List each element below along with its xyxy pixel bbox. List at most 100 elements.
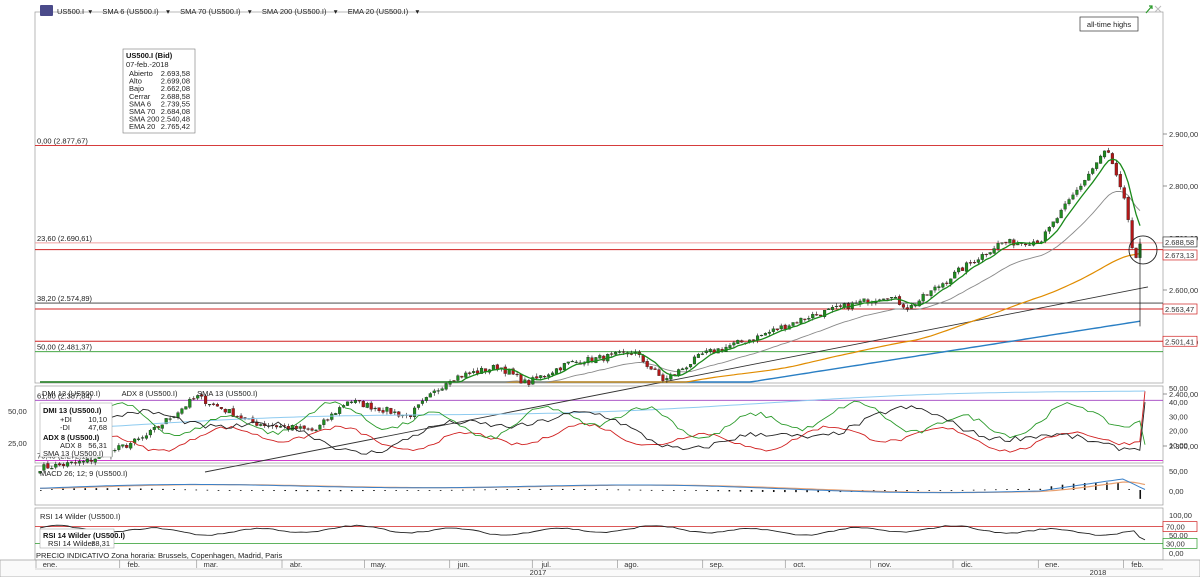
candle-body: [468, 372, 472, 374]
macd-histogram-bar: [972, 489, 975, 491]
macd-histogram-bar: [162, 488, 164, 490]
candle-body: [535, 376, 539, 379]
candle-body: [361, 401, 365, 408]
rsi-tag-70: [1162, 521, 1198, 532]
macd-histogram-bar: [151, 488, 153, 490]
rsi-tag-label-2: 30,00: [1166, 539, 1185, 548]
macd-histogram-bar: [106, 488, 109, 490]
macd-histogram-bar: [695, 490, 697, 491]
candle-body: [219, 407, 223, 409]
candle-body: [708, 349, 712, 352]
candle-body: [767, 331, 771, 334]
candle-body: [278, 426, 283, 428]
macd-histogram-bar: [1128, 489, 1130, 490]
trend-arrow-icon[interactable]: [1145, 5, 1153, 14]
dropdown-arrow-icon: ▾: [248, 7, 252, 16]
macd-histogram-bar: [650, 489, 653, 491]
macd-histogram-bar: [395, 490, 397, 491]
candle-body: [239, 415, 243, 419]
info-row-label: Cerrar: [129, 92, 151, 101]
candle-body: [511, 368, 515, 375]
candle-body: [357, 400, 361, 402]
rsi-header: RSI 14 Wilder (US500.I): [40, 512, 121, 521]
macd-histogram-bar: [628, 489, 631, 491]
candle-body: [692, 356, 697, 365]
macd-histogram-bar: [306, 490, 309, 492]
candle-body: [574, 361, 578, 363]
candle-body: [424, 397, 428, 401]
dmi-box-title-2: ADX 8 (US500.I): [43, 433, 100, 442]
month-label: oct.: [793, 560, 805, 569]
candle-body: [598, 355, 602, 359]
candle-body: [1106, 150, 1111, 153]
candle-body: [1087, 173, 1091, 181]
macd-histogram-bar: [639, 489, 642, 491]
candle-body: [700, 353, 704, 355]
candle-body: [886, 298, 890, 300]
candle-body: [949, 278, 953, 285]
macd-histogram-bar: [251, 490, 253, 491]
candle-body: [933, 286, 937, 291]
candle-body: [58, 463, 62, 466]
candle-body: [69, 461, 74, 463]
candle-body: [1000, 242, 1004, 244]
dmi-y-tick: 40,00: [1169, 398, 1188, 407]
candle-body: [558, 367, 562, 371]
candle-body: [436, 390, 440, 392]
macd-histogram-bar: [295, 490, 298, 492]
info-row-label: SMA 70: [129, 107, 155, 116]
info-row-label: SMA 200: [129, 115, 159, 124]
toolbar-indicator-2: SMA 70 (US500.I): [180, 7, 241, 16]
month-label: may.: [371, 560, 387, 569]
macd-histogram-bar: [817, 490, 819, 493]
close-icon[interactable]: [1154, 5, 1162, 13]
candle-body: [1122, 187, 1126, 199]
candle-body: [200, 394, 204, 397]
candle-body: [854, 302, 858, 304]
info-row-value: 2.684,08: [161, 107, 190, 116]
rsi-line: [39, 524, 1146, 541]
macd-histogram-bar: [195, 489, 198, 491]
candle-body: [420, 400, 424, 404]
candle-body: [1079, 185, 1083, 190]
macd-histogram-bar: [262, 490, 264, 491]
candle-body: [688, 364, 693, 368]
candle-body: [330, 413, 334, 420]
candle-body: [180, 408, 184, 414]
candle-body: [681, 368, 685, 371]
symbol-icon[interactable]: [40, 5, 53, 16]
macd-histogram-bar: [795, 490, 797, 493]
macd-histogram-bar: [51, 489, 53, 490]
candle-body: [976, 259, 980, 263]
candle-body: [365, 403, 369, 408]
candle-body: [696, 353, 700, 358]
macd-histogram-bar: [617, 489, 620, 491]
macd-histogram-bar: [173, 489, 175, 490]
sma-13-line: [111, 390, 1146, 427]
candle-body: [783, 324, 787, 330]
candle-body: [771, 328, 775, 332]
macd-line: [39, 478, 1146, 494]
dmi-info-box: [39, 402, 113, 458]
candle-body: [736, 340, 740, 344]
dmi-row-value: 47,68: [88, 423, 107, 432]
candle-body: [377, 407, 381, 412]
macd-histogram-bar: [139, 488, 142, 490]
candle-body: [882, 298, 886, 300]
candle-body: [972, 262, 976, 264]
candle-body: [961, 267, 965, 271]
dmi-panel-frame: [34, 385, 1164, 464]
info-row-label: Abierto: [129, 69, 153, 78]
price-tag: [1162, 335, 1198, 347]
candle-body: [685, 367, 689, 370]
macd-histogram-bar: [506, 489, 509, 490]
candle-body: [523, 379, 527, 384]
candle-body: [929, 290, 933, 296]
dmi-row-value: 10,10: [88, 415, 107, 424]
candle-body: [140, 437, 145, 439]
fib-level-label: 0,00 (2.877,67): [37, 137, 88, 146]
macd-histogram-bar: [1083, 483, 1086, 490]
candle-body: [819, 314, 823, 317]
macd-histogram-bar: [284, 490, 286, 492]
